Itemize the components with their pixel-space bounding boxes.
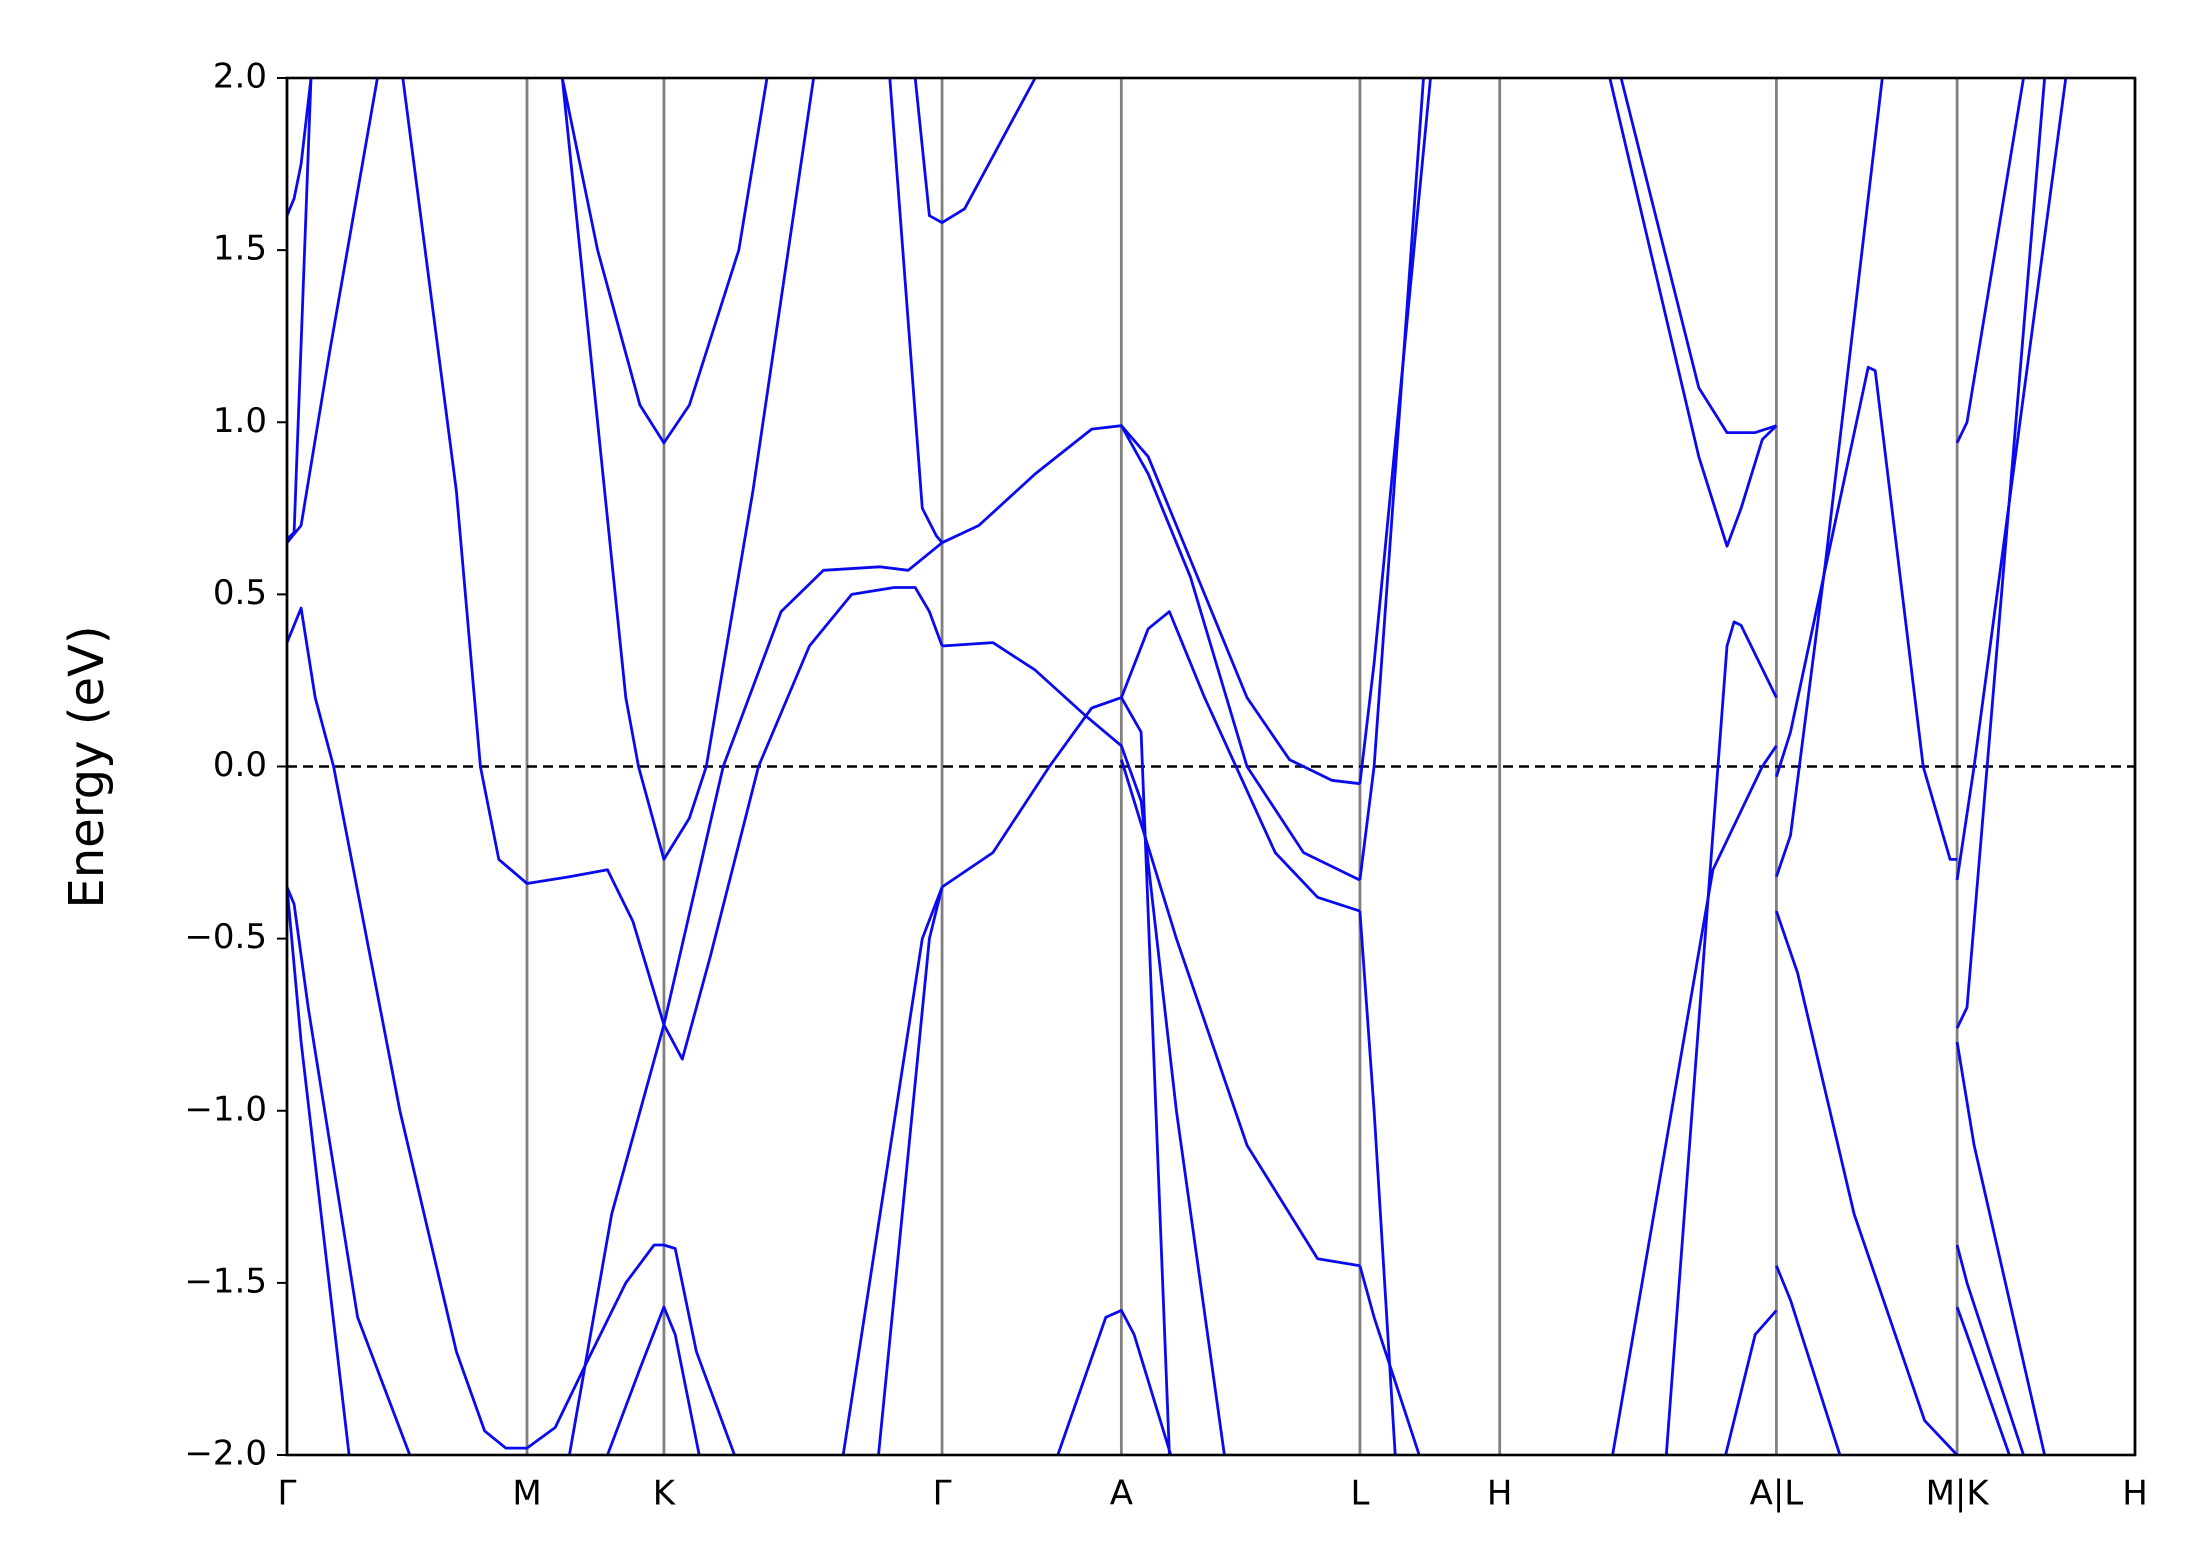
- y-axis-label: Energy (eV): [59, 625, 115, 908]
- band-line: [287, 886, 412, 1455]
- band-line: [287, 78, 379, 544]
- x-tick-label: A|L: [1750, 1474, 1804, 1514]
- band-line: [877, 886, 944, 1455]
- band-line: [287, 606, 736, 1455]
- x-tick-label: Γ: [933, 1474, 952, 1514]
- band-line: [941, 424, 1361, 786]
- band-line: [287, 78, 313, 541]
- plot-frame: [285, 76, 2137, 1457]
- y-tick-label: 0.0: [213, 745, 267, 785]
- band-line: [1358, 1265, 1421, 1455]
- band-line: [1664, 620, 1778, 1455]
- x-tick-label: Γ: [278, 1474, 297, 1514]
- x-tick-label: K: [653, 1474, 677, 1514]
- band-line: [560, 78, 769, 445]
- y-tick-label: 2.0: [213, 57, 267, 97]
- band-line: [1775, 1265, 1842, 1455]
- band-line: [1775, 78, 1884, 878]
- y-tick-label: −1.5: [184, 1261, 267, 1301]
- band-line: [1611, 745, 1778, 1455]
- x-tick-label: M|K: [1926, 1474, 1991, 1514]
- y-tick-label: 1.5: [213, 229, 267, 269]
- y-tick-label: −0.5: [184, 917, 267, 957]
- band-line: [1955, 78, 2068, 881]
- band-line: [1955, 78, 2025, 444]
- y-tick-label: 0.5: [213, 573, 267, 613]
- y-tick-label: −1.0: [184, 1089, 267, 1129]
- band-line: [560, 78, 815, 861]
- band-line: [1120, 610, 1361, 913]
- band-line: [1955, 1244, 2025, 1455]
- band-line: [1358, 78, 1432, 784]
- band-line: [287, 886, 351, 1455]
- x-tick-label: A: [1110, 1474, 1133, 1514]
- x-tick-label: H: [2122, 1474, 2148, 1514]
- band-line: [568, 541, 943, 1455]
- y-tick-label: −2.0: [184, 1434, 267, 1474]
- band-line: [1608, 78, 1778, 548]
- band-line: [941, 696, 1171, 1455]
- band-line: [1358, 911, 1397, 1455]
- y-tick-label: 1.0: [213, 401, 267, 441]
- band-line: [1358, 78, 1425, 881]
- band-line: [1120, 759, 1361, 1268]
- band-line: [1775, 910, 1959, 1455]
- band-line: [401, 78, 944, 1061]
- band-line: [1955, 1306, 2011, 1455]
- band-line: [1056, 1309, 1173, 1455]
- band-line: [1775, 365, 1958, 861]
- band-line: [606, 1305, 701, 1455]
- band-line: [1955, 1041, 2046, 1455]
- band-line: [841, 886, 944, 1455]
- x-tick-label: M: [512, 1474, 541, 1514]
- x-tick-label: H: [1487, 1474, 1513, 1514]
- x-tick-label: L: [1350, 1474, 1369, 1514]
- band-line: [942, 641, 1226, 1455]
- band-line: [913, 78, 1037, 224]
- band-line: [1120, 425, 1361, 882]
- band-line: [888, 78, 944, 544]
- band-line: [1955, 78, 2046, 1029]
- band-line: [287, 78, 313, 217]
- band-line: [1619, 78, 1777, 434]
- band-line: [1724, 1309, 1778, 1455]
